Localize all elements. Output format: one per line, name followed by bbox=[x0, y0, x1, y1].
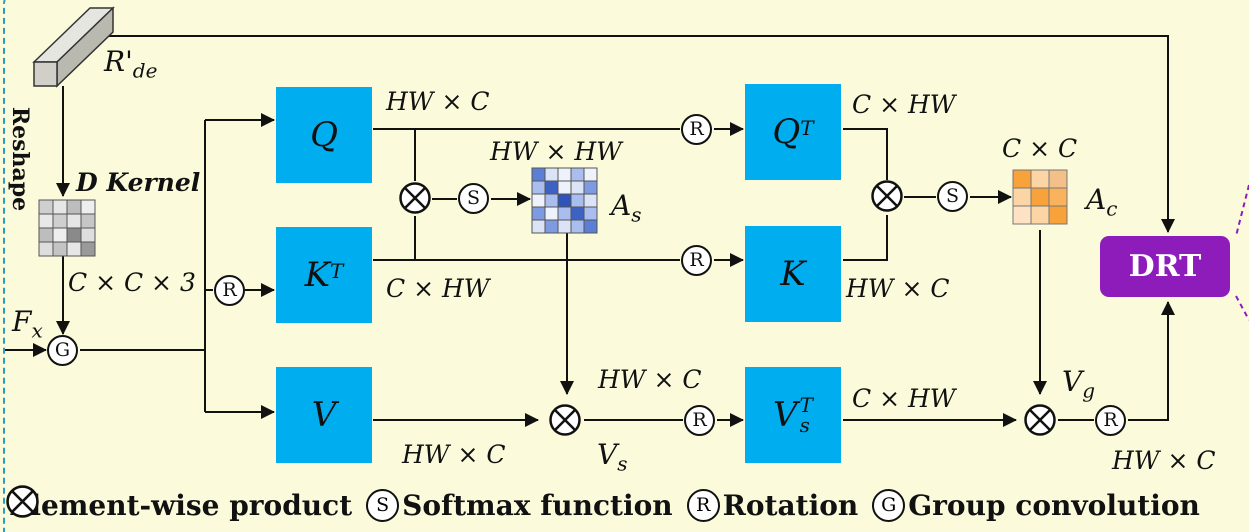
k-block: K bbox=[745, 226, 841, 322]
softmax-legend-icon: S bbox=[366, 488, 400, 522]
product-symbol-vs bbox=[549, 404, 581, 436]
kt-dim-label: C × HW bbox=[386, 274, 490, 303]
tensor-label: R'de bbox=[104, 45, 158, 83]
vs-dim-label: HW × C bbox=[598, 365, 702, 394]
kernel-dim-label: C × C × 3 bbox=[68, 268, 196, 297]
d-kernel-label: D Kernel bbox=[76, 168, 201, 197]
product-symbol-ac bbox=[871, 180, 903, 212]
legend-text-group: Group convolution bbox=[908, 488, 1200, 522]
as-dim-label: HW × HW bbox=[490, 137, 622, 166]
legend-text-softmax: Softmax function bbox=[402, 488, 673, 522]
rotation-legend-icon: R bbox=[686, 488, 720, 522]
v-dim-label: HW × C bbox=[402, 440, 506, 469]
vs-label: Vs bbox=[597, 438, 628, 476]
legend-item-group: G Group convolution bbox=[872, 488, 1200, 522]
fx-label: Fx bbox=[12, 305, 43, 343]
k-dim-label: HW × C bbox=[846, 274, 950, 303]
rotation-node-kt: R bbox=[214, 275, 245, 306]
dashed-frame bbox=[3, 0, 1249, 532]
v-block: V bbox=[276, 367, 372, 463]
legend: Element-wise product S Softmax function … bbox=[6, 485, 1200, 525]
tensor-cuboid bbox=[32, 6, 115, 88]
legend-text-product: Element-wise product bbox=[9, 488, 353, 522]
rotation-node-vg: R bbox=[1095, 405, 1126, 436]
cc-dim-label: C × C bbox=[1002, 134, 1078, 163]
ac-label: Ac bbox=[1086, 183, 1118, 221]
reshape-label: Reshape bbox=[7, 106, 34, 212]
legend-item-product: Element-wise product bbox=[6, 485, 353, 522]
product-symbol-as bbox=[399, 182, 431, 214]
qt-dim-label: C × HW bbox=[852, 90, 956, 119]
product-legend-icon bbox=[6, 485, 39, 518]
legend-item-softmax: S Softmax function bbox=[366, 488, 673, 522]
d-kernel-grid bbox=[38, 199, 96, 257]
legend-text-rotation: Rotation bbox=[722, 488, 859, 522]
vst-dim-label: C × HW bbox=[852, 384, 956, 413]
rotation-node-k: R bbox=[681, 245, 712, 276]
vg-label: Vg bbox=[1062, 365, 1096, 403]
q-block: Q bbox=[276, 87, 372, 183]
skip-connection-line bbox=[90, 35, 1175, 233]
drt-block: DRT bbox=[1100, 236, 1230, 297]
legend-item-rotation: R Rotation bbox=[686, 488, 859, 522]
rotation-node-q: R bbox=[681, 114, 712, 145]
ac-attention-grid bbox=[1012, 169, 1068, 225]
group-conv-node: G bbox=[47, 335, 78, 366]
as-attention-grid bbox=[531, 167, 598, 234]
q-dim-label: HW × C bbox=[386, 87, 490, 116]
group-legend-icon: G bbox=[872, 488, 906, 522]
as-label: As bbox=[611, 189, 642, 227]
softmax-node-s: S bbox=[458, 183, 489, 214]
final-dim-label: HW × C bbox=[1112, 446, 1216, 475]
product-symbol-vg bbox=[1024, 404, 1056, 436]
rotation-node-vs: R bbox=[684, 405, 715, 436]
softmax-node-c: S bbox=[937, 181, 968, 212]
